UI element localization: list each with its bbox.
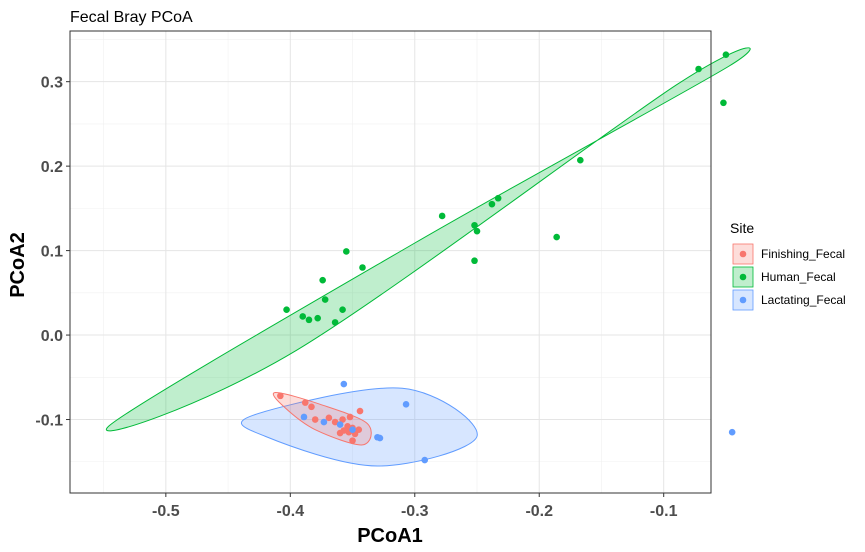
y-axis-ticks: -0.1 0.0 0.1 0.2 0.3 [35, 75, 70, 430]
point-human-fecal [319, 277, 326, 284]
point-human-fecal [439, 213, 446, 220]
legend-key-point [740, 251, 747, 258]
point-finishing-fecal [312, 416, 319, 423]
ellipse-human-fecal [106, 48, 750, 431]
legend-label: Human_Fecal [761, 270, 836, 284]
point-human-fecal [695, 66, 702, 73]
point-lactating-fecal [301, 414, 308, 421]
y-tick-label: 0.2 [41, 159, 63, 176]
legend-title: Site [730, 220, 754, 236]
point-human-fecal [332, 319, 339, 326]
legend-key-point [740, 297, 747, 304]
point-human-fecal [343, 248, 350, 255]
point-lactating-fecal [421, 457, 428, 464]
point-finishing-fecal [337, 430, 344, 437]
point-lactating-fecal [341, 381, 348, 388]
point-human-fecal [471, 222, 478, 229]
chart-title: Fecal Bray PCoA [70, 9, 193, 26]
point-finishing-fecal [355, 426, 362, 433]
point-human-fecal [474, 228, 481, 235]
x-tick-label: -0.5 [152, 503, 180, 520]
point-human-fecal [306, 317, 313, 324]
x-tick-label: -0.4 [277, 503, 305, 520]
point-lactating-fecal [729, 429, 736, 436]
point-human-fecal [720, 99, 727, 106]
y-tick-label: 0.1 [41, 244, 63, 261]
x-axis-label: PCoA1 [357, 525, 423, 547]
legend-key-point [740, 274, 747, 281]
point-lactating-fecal [403, 401, 410, 408]
point-lactating-fecal [377, 435, 384, 442]
point-human-fecal [471, 257, 478, 264]
x-axis-ticks: -0.5 -0.4 -0.3 -0.2 -0.1 [152, 493, 678, 520]
point-lactating-fecal [349, 426, 356, 433]
y-tick-label: 0.3 [41, 75, 63, 92]
point-human-fecal [314, 315, 321, 322]
point-lactating-fecal [337, 421, 344, 428]
point-finishing-fecal [349, 437, 356, 444]
y-tick-label: 0.0 [41, 328, 63, 345]
x-tick-label: -0.1 [650, 503, 678, 520]
point-human-fecal [299, 313, 306, 320]
point-finishing-fecal [308, 404, 315, 411]
point-human-fecal [495, 195, 502, 202]
point-finishing-fecal [357, 408, 364, 415]
point-human-fecal [283, 306, 290, 313]
point-human-fecal [322, 296, 329, 303]
point-human-fecal [553, 234, 560, 241]
point-human-fecal [577, 157, 584, 164]
point-finishing-fecal [347, 414, 354, 421]
x-tick-label: -0.3 [401, 503, 429, 520]
point-lactating-fecal [321, 419, 328, 426]
legend: Site Finishing_Fecal Human_Fecal Lactating… [730, 220, 846, 310]
point-finishing-fecal [302, 399, 309, 406]
x-tick-label: -0.2 [525, 503, 553, 520]
point-human-fecal [723, 51, 730, 58]
point-human-fecal [339, 306, 346, 313]
y-tick-label: -0.1 [35, 413, 63, 430]
point-human-fecal [489, 201, 496, 208]
confidence-ellipses [106, 48, 750, 466]
legend-label: Finishing_Fecal [761, 247, 845, 261]
point-finishing-fecal [277, 393, 284, 400]
legend-label: Lactating_Fecal [761, 293, 846, 307]
point-human-fecal [359, 264, 366, 271]
y-axis-label: PCoA2 [7, 232, 29, 298]
